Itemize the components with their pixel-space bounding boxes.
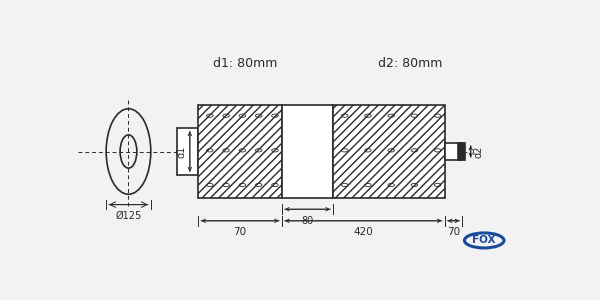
Text: d2: 80mm: d2: 80mm bbox=[377, 57, 442, 70]
Bar bbox=[458, 143, 464, 160]
Text: d1: d1 bbox=[176, 146, 186, 158]
Text: d1: 80mm: d1: 80mm bbox=[212, 57, 277, 70]
Text: 420: 420 bbox=[353, 227, 373, 237]
Text: Ø125: Ø125 bbox=[115, 211, 142, 221]
Bar bbox=[333, 105, 445, 198]
Bar bbox=[178, 128, 198, 175]
Text: FOX: FOX bbox=[472, 235, 496, 245]
Text: d2: d2 bbox=[473, 145, 484, 158]
Text: 70: 70 bbox=[447, 227, 460, 237]
Bar bbox=[445, 143, 463, 160]
Bar bbox=[198, 105, 282, 198]
Bar bbox=[282, 105, 333, 198]
Text: 70: 70 bbox=[233, 227, 247, 237]
Text: 80: 80 bbox=[301, 216, 314, 226]
